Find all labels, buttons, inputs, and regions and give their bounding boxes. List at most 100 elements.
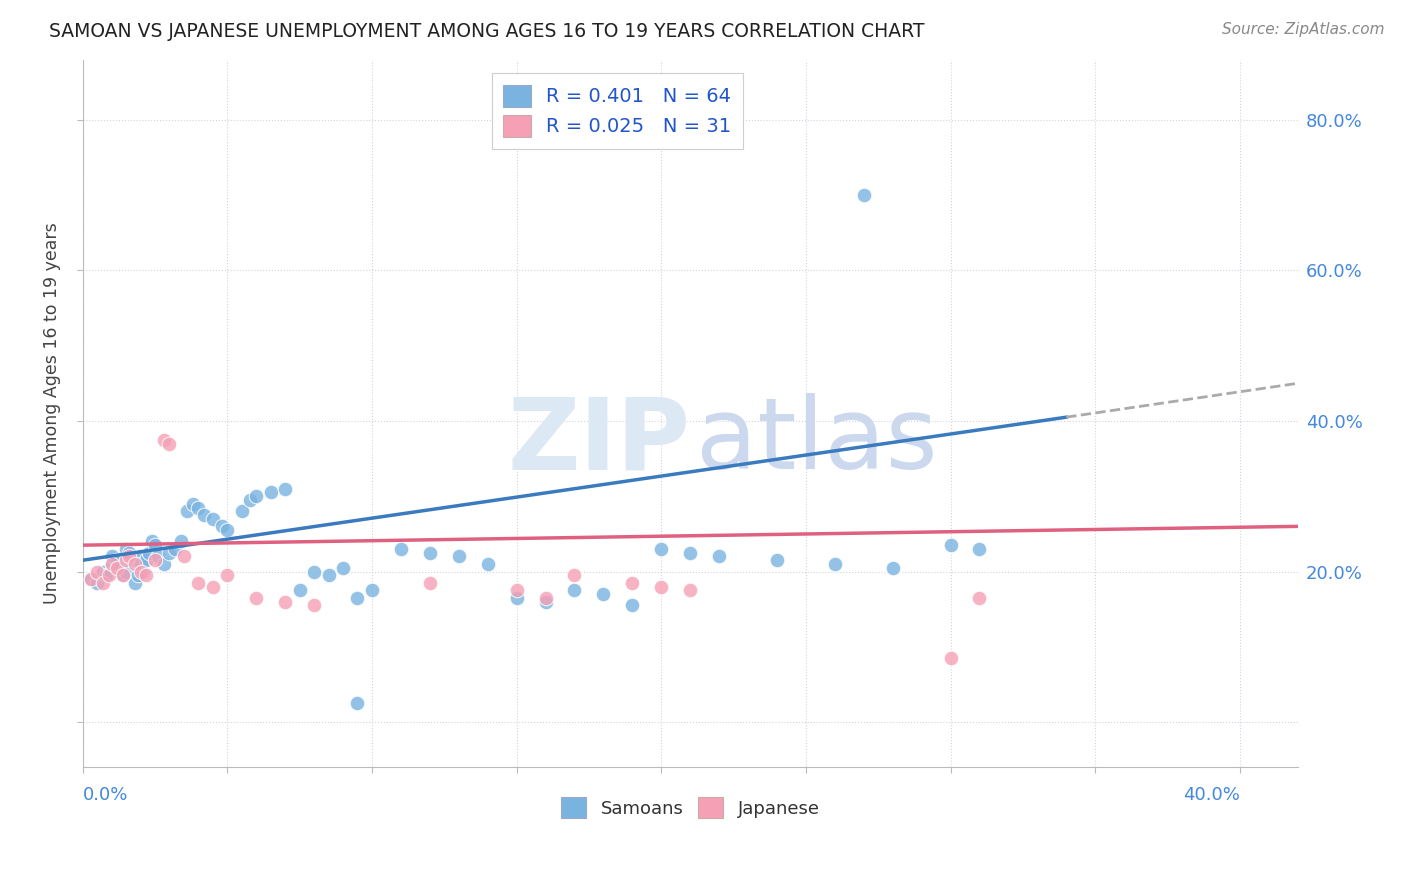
- Point: [94, 568, 117, 582]
- Point: [100, 549, 122, 564]
- Point: [217, 568, 239, 582]
- Point: [132, 565, 155, 579]
- Point: [176, 504, 198, 518]
- Point: [115, 565, 138, 579]
- Point: [939, 651, 962, 665]
- Point: [621, 575, 644, 590]
- Point: [332, 561, 354, 575]
- Point: [80, 572, 103, 586]
- Point: [969, 541, 991, 556]
- Point: [824, 557, 846, 571]
- Point: [534, 591, 557, 605]
- Point: [201, 512, 224, 526]
- Y-axis label: Unemployment Among Ages 16 to 19 years: Unemployment Among Ages 16 to 19 years: [44, 222, 60, 604]
- Point: [274, 594, 297, 608]
- Point: [766, 553, 789, 567]
- Point: [118, 546, 141, 560]
- Point: [361, 583, 384, 598]
- Point: [419, 575, 441, 590]
- Point: [346, 591, 368, 605]
- Point: [115, 541, 138, 556]
- Point: [143, 538, 166, 552]
- Point: [389, 541, 412, 556]
- Text: SAMOAN VS JAPANESE UNEMPLOYMENT AMONG AGES 16 TO 19 YEARS CORRELATION CHART: SAMOAN VS JAPANESE UNEMPLOYMENT AMONG AG…: [49, 22, 925, 41]
- Point: [110, 561, 132, 575]
- Point: [135, 568, 157, 582]
- Point: [239, 493, 262, 508]
- Point: [217, 523, 239, 537]
- Point: [112, 568, 135, 582]
- Point: [346, 696, 368, 710]
- Point: [112, 568, 135, 582]
- Point: [969, 591, 991, 605]
- Point: [231, 504, 253, 518]
- Point: [100, 557, 122, 571]
- Point: [564, 568, 586, 582]
- Point: [138, 546, 160, 560]
- Point: [187, 500, 209, 515]
- Point: [143, 553, 166, 567]
- Point: [505, 583, 527, 598]
- Point: [592, 587, 614, 601]
- Point: [100, 557, 122, 571]
- Point: [650, 580, 672, 594]
- Point: [152, 557, 174, 571]
- Point: [679, 546, 702, 560]
- Point: [181, 497, 204, 511]
- Point: [505, 591, 527, 605]
- Point: [124, 575, 146, 590]
- Point: [477, 557, 499, 571]
- Point: [141, 534, 163, 549]
- Text: ZIP: ZIP: [508, 393, 690, 491]
- Point: [534, 594, 557, 608]
- Text: 0.0%: 0.0%: [83, 786, 128, 804]
- Text: Source: ZipAtlas.com: Source: ZipAtlas.com: [1222, 22, 1385, 37]
- Point: [91, 565, 114, 579]
- Point: [105, 553, 128, 567]
- Point: [274, 482, 297, 496]
- Point: [447, 549, 470, 564]
- Point: [318, 568, 340, 582]
- Point: [621, 599, 644, 613]
- Point: [97, 568, 120, 582]
- Point: [173, 549, 195, 564]
- Point: [152, 433, 174, 447]
- Point: [135, 553, 157, 567]
- Point: [124, 553, 146, 567]
- Point: [118, 549, 141, 564]
- Point: [129, 549, 152, 564]
- Text: atlas: atlas: [696, 393, 938, 491]
- Point: [419, 546, 441, 560]
- Point: [882, 561, 904, 575]
- Point: [86, 565, 108, 579]
- Point: [650, 541, 672, 556]
- Point: [105, 561, 128, 575]
- Point: [129, 565, 152, 579]
- Point: [211, 519, 233, 533]
- Point: [245, 489, 267, 503]
- Point: [146, 549, 169, 564]
- Legend: Samoans, Japanese: Samoans, Japanese: [554, 790, 827, 825]
- Point: [86, 575, 108, 590]
- Point: [115, 553, 138, 567]
- Point: [852, 188, 875, 202]
- Point: [707, 549, 730, 564]
- Point: [193, 508, 215, 522]
- Point: [124, 557, 146, 571]
- Point: [245, 591, 267, 605]
- Point: [91, 575, 114, 590]
- Point: [159, 436, 181, 450]
- Point: [564, 583, 586, 598]
- Text: 40.0%: 40.0%: [1182, 786, 1240, 804]
- Point: [127, 568, 149, 582]
- Point: [129, 557, 152, 571]
- Point: [187, 575, 209, 590]
- Point: [201, 580, 224, 594]
- Point: [679, 583, 702, 598]
- Point: [260, 485, 283, 500]
- Point: [165, 541, 187, 556]
- Point: [170, 534, 193, 549]
- Point: [939, 538, 962, 552]
- Point: [302, 599, 325, 613]
- Point: [302, 565, 325, 579]
